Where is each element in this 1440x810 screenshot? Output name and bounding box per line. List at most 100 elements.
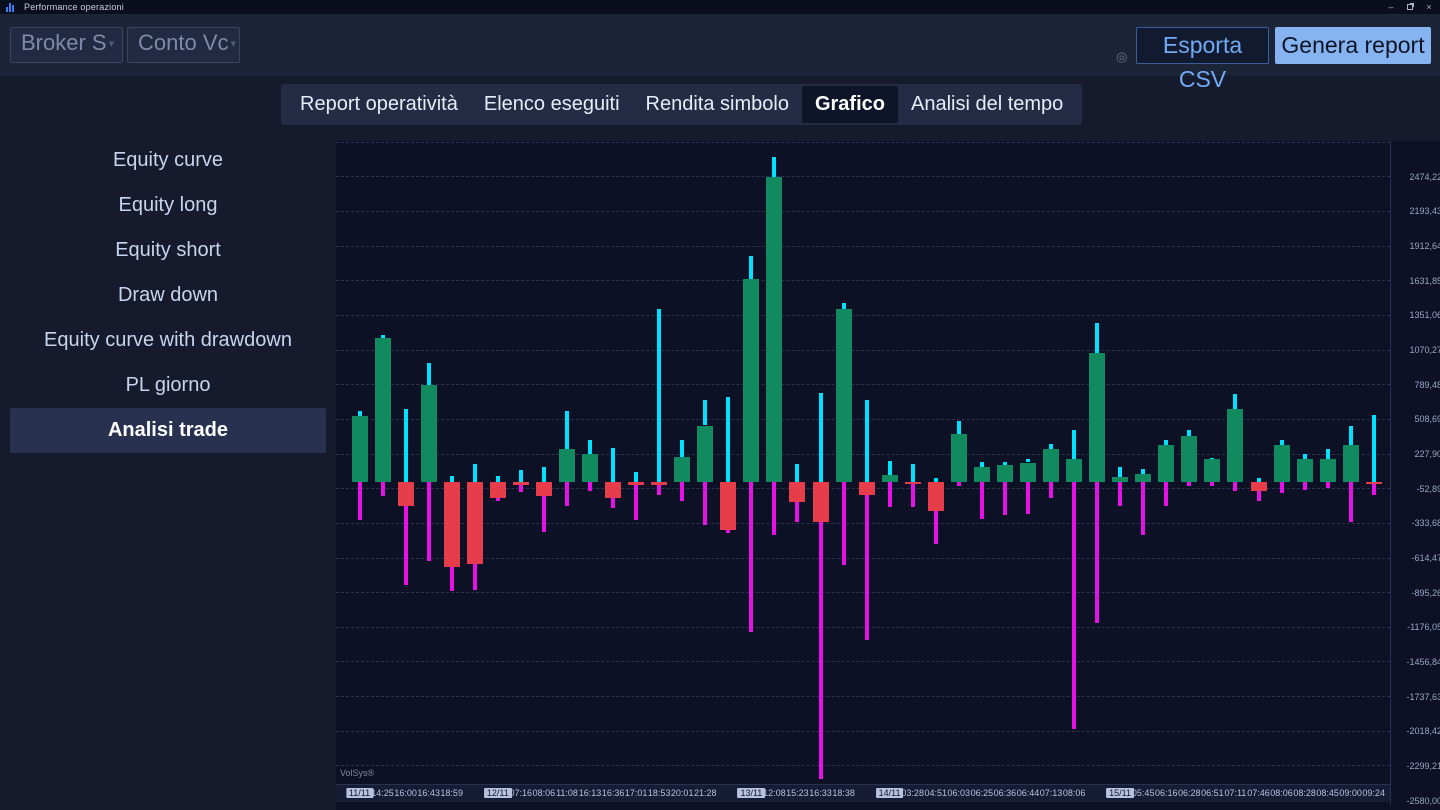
mfe-wick bbox=[1279, 439, 1284, 445]
mfe-wick bbox=[472, 463, 477, 482]
trade-bar[interactable] bbox=[674, 457, 691, 482]
mae-wick bbox=[933, 510, 938, 545]
sidebar-item-equity-curve[interactable]: Equity curve bbox=[112, 149, 224, 171]
trade-bar[interactable] bbox=[374, 337, 391, 482]
trade-bar[interactable] bbox=[420, 384, 437, 482]
trade-bar[interactable] bbox=[651, 481, 668, 486]
trade-bar[interactable] bbox=[1089, 352, 1106, 482]
gridline bbox=[336, 349, 1390, 351]
trade-bar[interactable] bbox=[1112, 476, 1129, 482]
trade-bar[interactable] bbox=[720, 481, 737, 531]
trade-bar[interactable] bbox=[466, 481, 483, 564]
trade-bar[interactable] bbox=[1043, 448, 1059, 482]
gridline bbox=[336, 176, 1390, 178]
mfe-wick bbox=[518, 469, 523, 482]
sidebar-item-draw-down[interactable]: Draw down bbox=[117, 284, 219, 306]
mfe-wick bbox=[449, 476, 454, 482]
mae-wick bbox=[611, 498, 616, 508]
x-axis-label: 16:43 bbox=[417, 788, 440, 798]
trade-bar[interactable] bbox=[1296, 458, 1313, 482]
mae-wick bbox=[1371, 484, 1376, 495]
plot-area bbox=[336, 141, 1390, 805]
trade-bar[interactable] bbox=[1181, 436, 1198, 482]
trade-bar[interactable] bbox=[1204, 459, 1221, 482]
gridline bbox=[336, 280, 1390, 282]
export-csv-button[interactable]: Esporta CSV bbox=[1136, 27, 1269, 92]
trade-bar[interactable] bbox=[1227, 408, 1244, 482]
trade-bar[interactable] bbox=[1250, 481, 1267, 491]
y-axis-label: -333,68 bbox=[1411, 518, 1440, 529]
trade-bar[interactable] bbox=[1365, 481, 1382, 485]
sidebar-item-analisi-trade[interactable]: Analisi trade bbox=[10, 408, 326, 453]
mae-wick bbox=[634, 485, 639, 521]
restore-button[interactable] bbox=[1401, 0, 1419, 14]
x-axis-label: 07:11 bbox=[1224, 788, 1247, 798]
trade-bar[interactable] bbox=[1066, 459, 1083, 482]
trade-bar[interactable] bbox=[881, 474, 898, 482]
tab-grafico[interactable]: Grafico bbox=[801, 86, 898, 123]
trade-bar[interactable] bbox=[950, 433, 967, 482]
trade-bar[interactable] bbox=[927, 481, 944, 511]
mfe-wick bbox=[680, 439, 685, 457]
mfe-wick bbox=[933, 477, 938, 482]
tab-rendita-simbolo[interactable]: Rendita simbolo bbox=[645, 93, 789, 115]
trade-bar[interactable] bbox=[697, 425, 714, 482]
trade-bar[interactable] bbox=[1319, 459, 1336, 482]
sidebar-item-equity-long[interactable]: Equity long bbox=[118, 194, 218, 216]
y-axis-label: 789,48 bbox=[1414, 379, 1440, 390]
conto-select-value: Conto Vc bbox=[138, 30, 229, 55]
trade-bar[interactable] bbox=[743, 279, 760, 482]
trade-bar[interactable] bbox=[1020, 462, 1036, 482]
tab-analisi-del-tempo[interactable]: Analisi del tempo bbox=[910, 93, 1064, 115]
conto-select[interactable]: Conto Vc ▾ bbox=[127, 27, 240, 63]
trade-bar[interactable] bbox=[489, 481, 506, 499]
trade-bar[interactable] bbox=[789, 481, 806, 502]
mae-wick bbox=[956, 481, 961, 487]
tab-report-operativita[interactable]: Report operatività bbox=[300, 93, 458, 115]
trade-bar[interactable] bbox=[812, 481, 829, 523]
trade-bar[interactable] bbox=[835, 308, 852, 482]
sidebar-item-pl-giorno[interactable]: PL giorno bbox=[125, 374, 211, 396]
generate-report-button[interactable]: Genera report bbox=[1275, 27, 1431, 64]
trade-bar[interactable] bbox=[1342, 444, 1359, 482]
trade-bar[interactable] bbox=[766, 177, 783, 482]
time-axis: 11/11 14:25 16:00 16:43 18:59 12/11 07:16 08:06… bbox=[336, 784, 1390, 802]
gridline bbox=[336, 730, 1390, 732]
trade-bar[interactable] bbox=[904, 481, 921, 485]
broker-select[interactable]: Broker S ▾ bbox=[10, 27, 123, 63]
minimize-button[interactable]: – bbox=[1388, 2, 1394, 12]
mae-wick bbox=[1348, 481, 1353, 523]
mae-wick bbox=[541, 496, 546, 532]
trade-bar[interactable] bbox=[535, 481, 552, 497]
sidebar-item-equity-curve-with-drawdown[interactable]: Equity curve with drawdown bbox=[44, 329, 292, 351]
trade-bar[interactable] bbox=[1273, 444, 1290, 482]
trade-bar[interactable] bbox=[1135, 474, 1152, 482]
mfe-wick bbox=[541, 467, 546, 482]
mfe-wick bbox=[979, 461, 984, 467]
trade-bar[interactable] bbox=[973, 466, 990, 482]
chevron-down-icon: ▾ bbox=[230, 38, 237, 50]
trade-bar[interactable] bbox=[628, 481, 645, 486]
gear-icon[interactable]: ◎ bbox=[1116, 49, 1128, 64]
trade-bar[interactable] bbox=[512, 481, 529, 486]
trade-bar[interactable] bbox=[559, 448, 575, 482]
trade-bar[interactable] bbox=[443, 481, 460, 568]
mae-wick bbox=[1118, 481, 1123, 506]
trade-bar[interactable] bbox=[858, 481, 875, 495]
trade-bar[interactable] bbox=[1158, 444, 1175, 482]
trade-bar[interactable] bbox=[996, 465, 1013, 482]
chart-type-sidebar: Equity curve Equity long Equity short Dr… bbox=[0, 138, 336, 453]
trade-bar[interactable] bbox=[605, 481, 622, 499]
sidebar-item-equity-short[interactable]: Equity short bbox=[115, 239, 221, 261]
trade-bar[interactable] bbox=[397, 481, 414, 507]
tab-elenco-eseguiti[interactable]: Elenco eseguiti bbox=[483, 93, 620, 115]
mfe-wick bbox=[864, 399, 869, 482]
window-title: Performance operazioni bbox=[24, 2, 124, 12]
mfe-wick bbox=[1256, 477, 1261, 482]
mfe-wick bbox=[1118, 466, 1123, 477]
trade-bar[interactable] bbox=[351, 415, 368, 482]
close-button[interactable]: × bbox=[1426, 2, 1432, 12]
x-axis-label: 20:01 bbox=[670, 788, 694, 798]
mfe-wick bbox=[726, 396, 731, 482]
trade-bar[interactable] bbox=[582, 453, 598, 482]
